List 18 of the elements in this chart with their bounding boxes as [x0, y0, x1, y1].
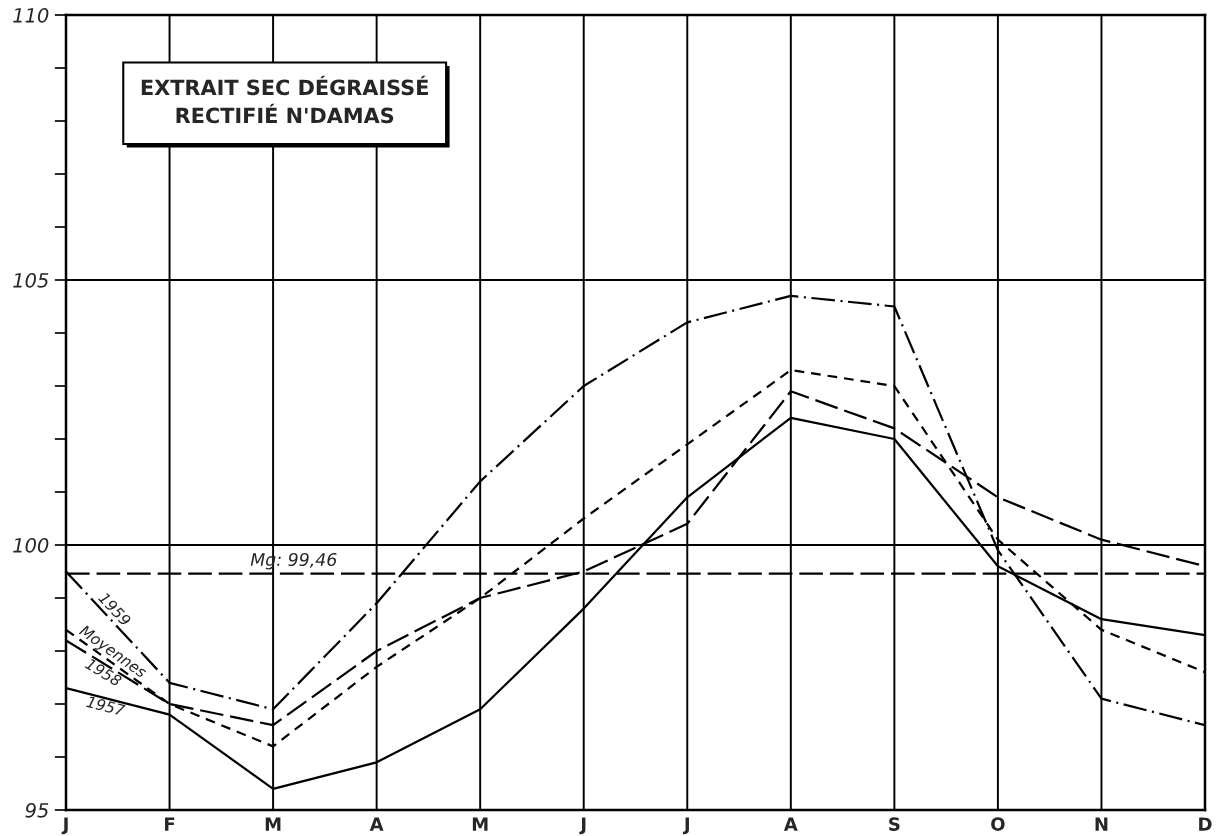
x-tick-label: A — [369, 817, 384, 831]
y-tick-label: 100 — [13, 537, 49, 553]
x-tick-label: M — [265, 817, 281, 831]
x-tick-label: N — [1095, 817, 1108, 831]
y-tick-label: 105 — [13, 272, 49, 288]
x-tick-label: M — [472, 817, 488, 831]
x-tick-label: D — [1199, 817, 1212, 831]
x-tick-label: J — [579, 817, 586, 835]
x-tick-label: F — [165, 817, 175, 831]
x-tick-label: O — [991, 817, 1005, 831]
text: 1957 — [86, 695, 126, 717]
x-tick-label: J — [61, 817, 68, 835]
x-tick-label: A — [783, 817, 798, 831]
y-tick-label: 110 — [13, 7, 49, 23]
x-tick-label: S — [889, 817, 900, 831]
y-tick-label: 95 — [25, 802, 49, 818]
x-tick-label: J — [682, 817, 689, 835]
text: EXTRAIT SEC DÉGRAISSÉ RECTIFIÉ N'DAMAS — [141, 75, 428, 124]
